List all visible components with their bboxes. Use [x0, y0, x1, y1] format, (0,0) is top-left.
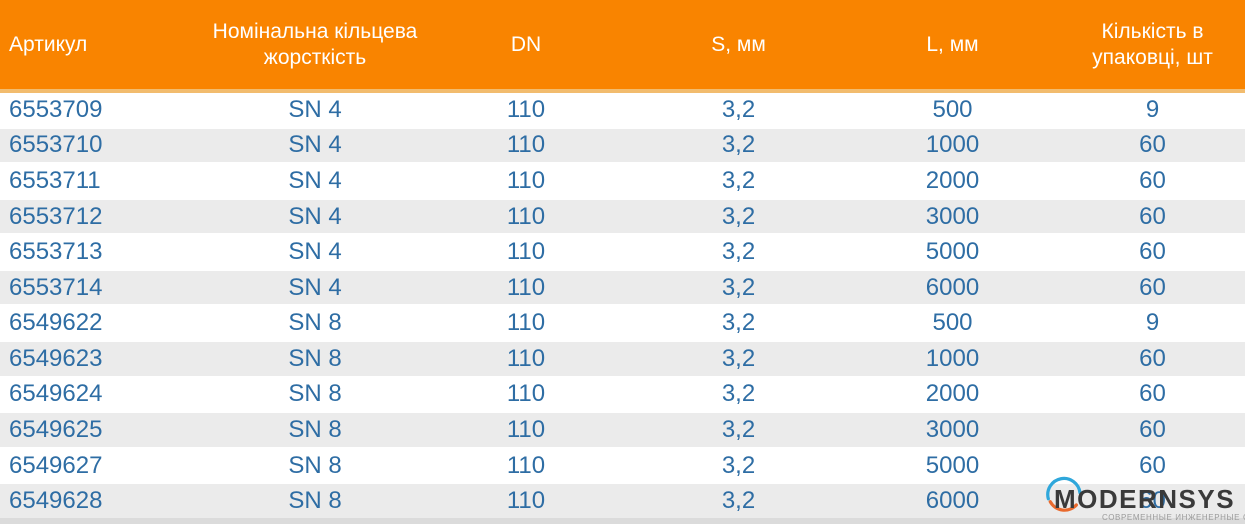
table-cell: SN 8	[288, 451, 342, 479]
table-cell: 6549627	[9, 451, 103, 479]
table-cell: 60	[1139, 202, 1166, 230]
table-cell: 3,2	[721, 380, 756, 408]
table-cell: 110	[506, 238, 546, 266]
table-cell: 60	[1139, 344, 1166, 372]
table-cell: SN 8	[288, 380, 342, 408]
table-cell: 6553711	[9, 166, 101, 194]
table-cell: SN 8	[288, 487, 342, 515]
table-cell: 6549625	[9, 415, 103, 443]
table-cell: 6549628	[9, 487, 103, 515]
column-header-qty: Кількість в упаковці, шт	[1092, 19, 1213, 69]
table-row: 6553712 SN 4 110 3,2 3000 60	[0, 199, 1245, 234]
table-cell: 1000	[925, 131, 980, 159]
table-cell: 9	[1145, 309, 1160, 337]
table-row: 6549623 SN 8 110 3,2 1000 60	[0, 342, 1245, 376]
table-cell: 6549622	[9, 309, 103, 337]
table-row: 6553714 SN 4 110 3,2 6000 60	[0, 270, 1245, 305]
table-cell: 110	[506, 273, 546, 301]
table-bottom-strip	[0, 518, 1245, 524]
table-cell: 110	[506, 166, 546, 194]
table-cell: 3,2	[721, 273, 756, 301]
table-header-row: Артикул Номінальна кільцева жорсткість D…	[0, 0, 1245, 93]
table-cell: 110	[506, 344, 546, 372]
table-cell: 6549624	[9, 380, 103, 408]
table-cell: 110	[506, 380, 546, 408]
table-cell: 3,2	[721, 309, 756, 337]
table-row: 6549624 SN 8 110 3,2 2000 60	[0, 377, 1245, 412]
table-cell: 60	[1139, 273, 1166, 301]
table-row: 6553710 SN 4 110 3,2 1000 60	[0, 128, 1245, 163]
table-cell: 3,2	[721, 166, 756, 194]
table-cell: 6000	[925, 487, 980, 515]
column-header-l-mm: L, мм	[926, 32, 979, 56]
table-cell: SN 4	[288, 202, 342, 230]
table-cell: 60	[1139, 380, 1166, 408]
column-header-s-mm: S, мм	[711, 32, 766, 56]
table-cell: 110	[506, 309, 546, 337]
table-cell: SN 4	[288, 166, 342, 194]
table-cell: 9	[1145, 95, 1160, 123]
table-row: 6549625 SN 8 110 3,2 3000 60	[0, 413, 1245, 447]
table-cell: 6553712	[9, 202, 103, 230]
table-cell: 6553709	[9, 95, 103, 123]
table-cell: 110	[506, 95, 546, 123]
table-cell: 3,2	[721, 451, 756, 479]
table-cell: SN 4	[288, 131, 342, 159]
table-cell: 3,2	[721, 131, 756, 159]
table-cell: 6000	[925, 273, 980, 301]
table-row: 6549627 SN 8 110 3,2 5000 60	[0, 448, 1245, 483]
column-header-dn: DN	[510, 32, 542, 56]
table-cell: 3,2	[721, 487, 756, 515]
table-cell: 6553713	[9, 238, 103, 266]
table-cell: 110	[506, 415, 546, 443]
table-cell: 3,2	[721, 95, 756, 123]
column-header-article: Артикул	[9, 32, 88, 56]
table-row: 6553709 SN 4 110 3,2 500 9	[0, 93, 1245, 127]
table-cell: 500	[932, 309, 973, 337]
table-cell: 3000	[925, 202, 980, 230]
table-cell: 110	[506, 202, 546, 230]
table-cell: 3,2	[721, 202, 756, 230]
table-cell: 110	[506, 451, 546, 479]
table-row: 6553713 SN 4 110 3,2 5000 60	[0, 235, 1245, 269]
table-cell: 3,2	[721, 415, 756, 443]
table-cell: 500	[932, 95, 973, 123]
table-cell: 1000	[925, 344, 980, 372]
table-cell: 6553714	[9, 273, 103, 301]
table-cell: 110	[506, 131, 546, 159]
table-cell: 60	[1139, 451, 1166, 479]
table-cell: 3,2	[721, 238, 756, 266]
table-row: 6549628 SN 8 110 3,2 6000 60	[0, 484, 1245, 518]
table-cell: SN 8	[288, 309, 342, 337]
table-cell: 60	[1139, 487, 1166, 515]
table-cell: 2000	[925, 166, 980, 194]
table-cell: 3,2	[721, 344, 756, 372]
table-cell: 3000	[925, 415, 980, 443]
table-cell: 60	[1139, 131, 1166, 159]
column-header-stiffness: Номінальна кільцева жорсткість	[212, 19, 418, 69]
table-row: 6553711 SN 4 110 3,2 2000 60	[0, 164, 1245, 198]
table-cell: 5000	[925, 451, 980, 479]
table-cell: 6553710	[9, 131, 103, 159]
table-cell: 60	[1139, 166, 1166, 194]
table-body: 6553709 SN 4 110 3,2 500 9 6553710 SN 4 110 3,2 10…	[0, 93, 1245, 518]
table-cell: SN 8	[288, 415, 342, 443]
table-row: 6549622 SN 8 110 3,2 500 9	[0, 306, 1245, 341]
table-cell: SN 4	[288, 238, 342, 266]
table-cell: SN 4	[288, 95, 342, 123]
table-cell: 5000	[925, 238, 980, 266]
table-cell: 110	[506, 487, 546, 515]
table-cell: SN 4	[288, 273, 342, 301]
table-cell: 2000	[925, 380, 980, 408]
table-cell: 6549623	[9, 344, 103, 372]
table-cell: SN 8	[288, 344, 342, 372]
table-cell: 60	[1139, 238, 1166, 266]
table-cell: 60	[1139, 415, 1166, 443]
